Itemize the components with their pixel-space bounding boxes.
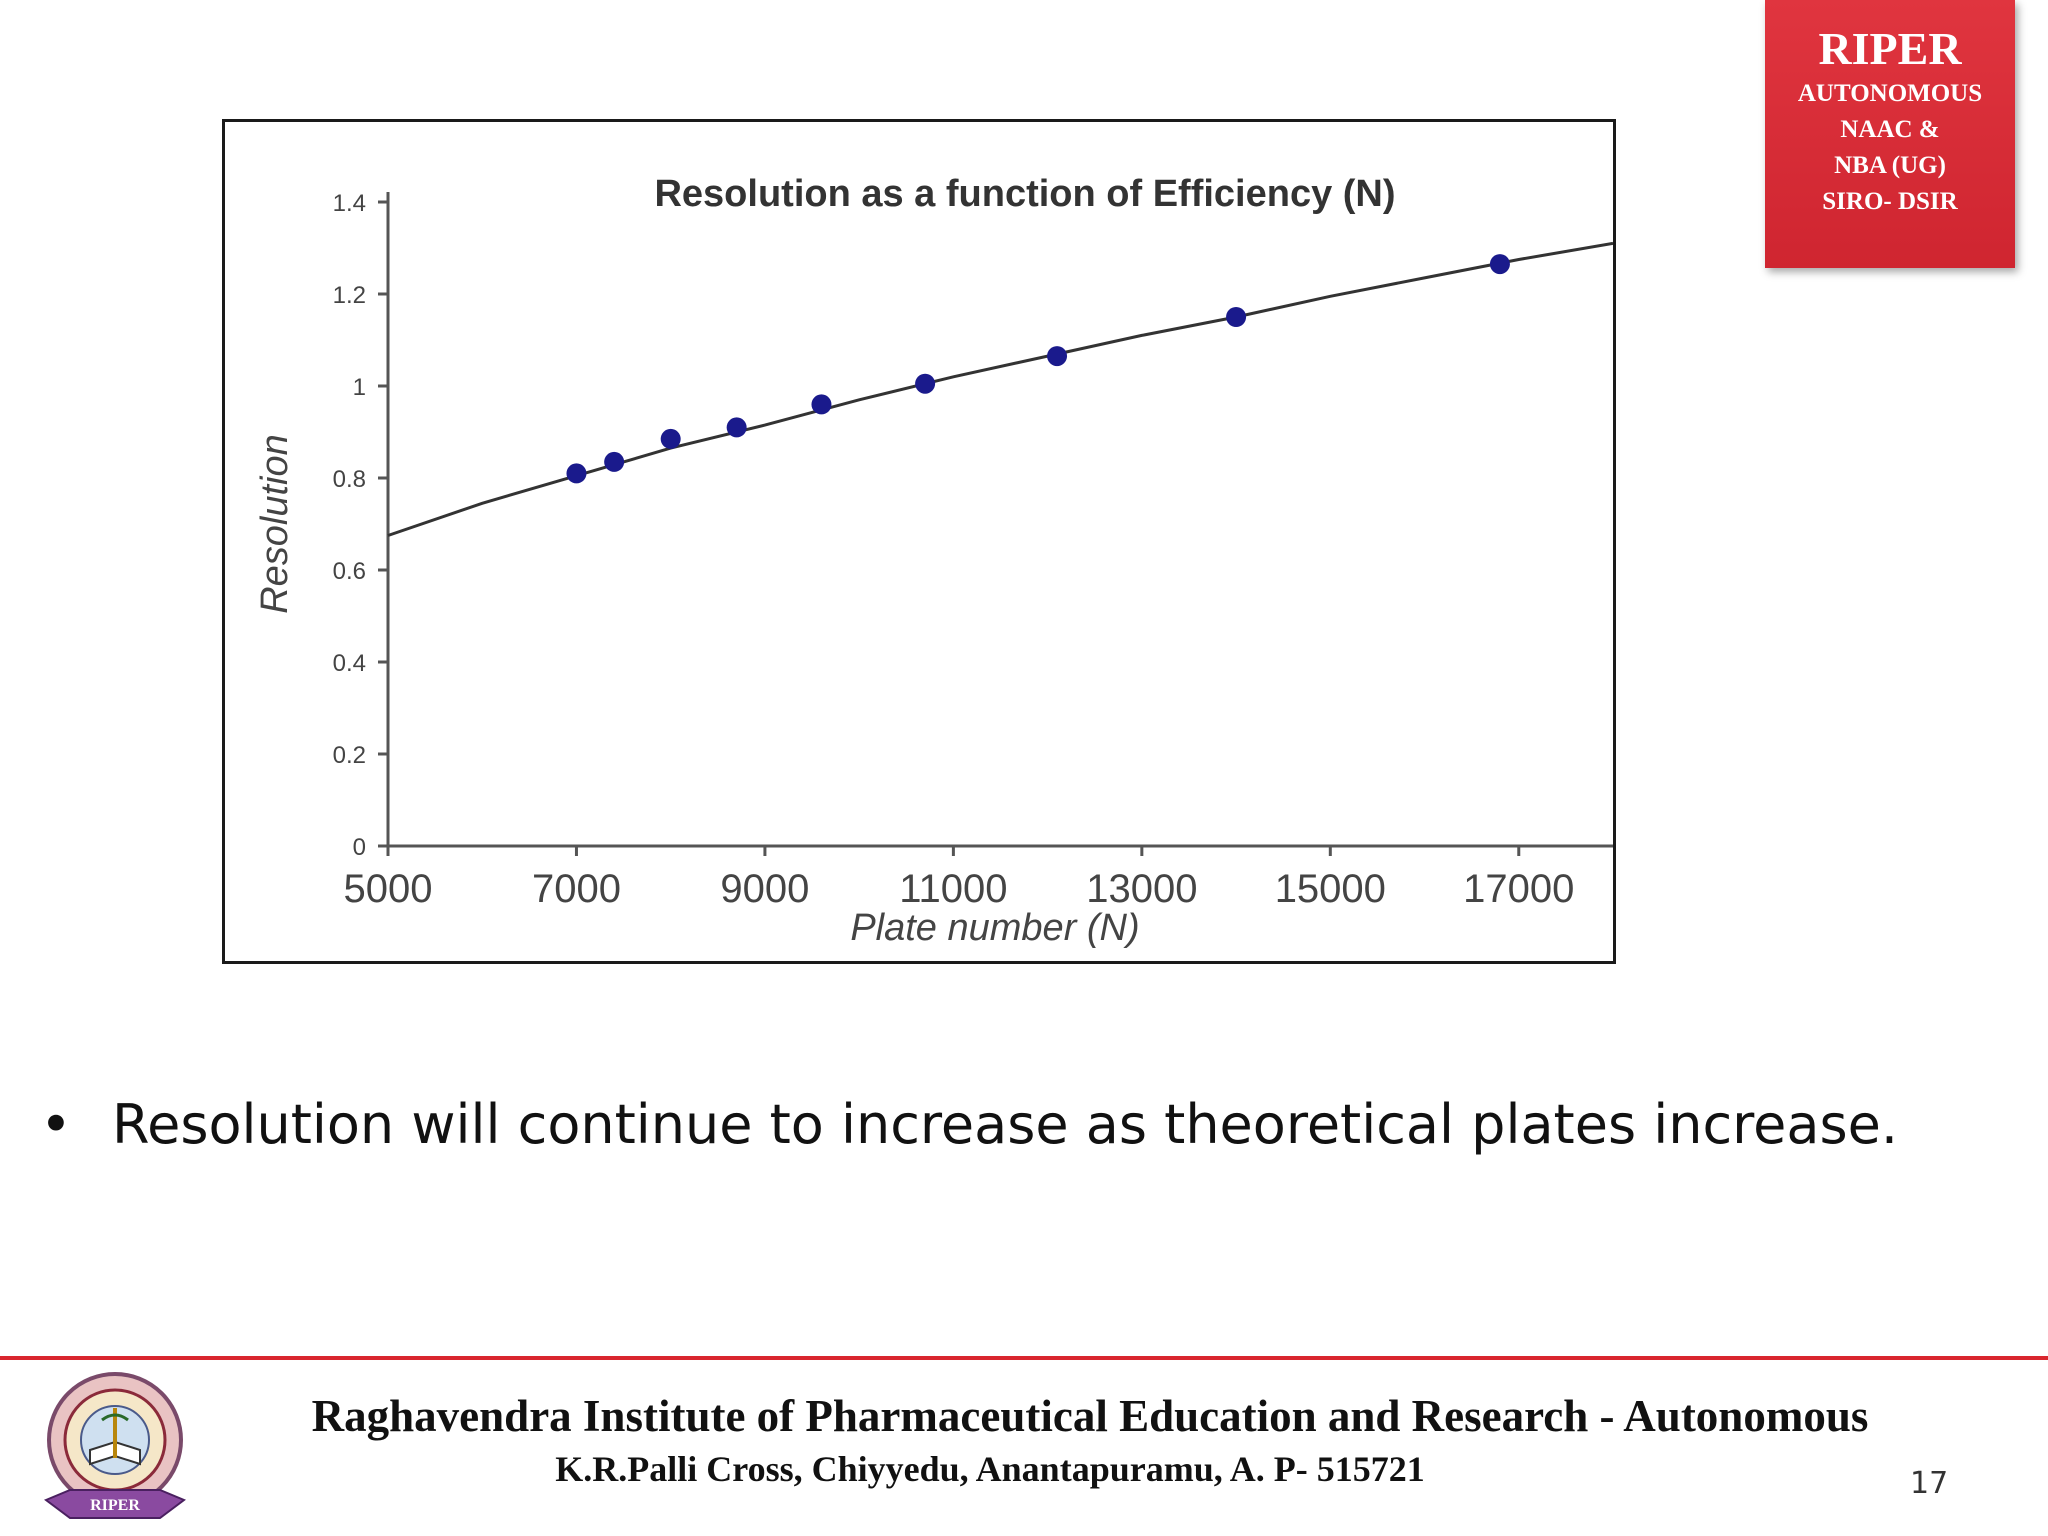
x-tick-label: 9000: [720, 867, 809, 911]
y-tick-label: 1.2: [333, 282, 366, 309]
chart-image-frame: 0 0.2 0.4 0.6 0.8 1 1.2 1.4 5000 7000 9000 11000 13…: [222, 119, 1616, 964]
y-tick-label: 0.4: [333, 650, 366, 677]
y-tick-label: 1.4: [333, 190, 366, 217]
resolution-chart: 0 0.2 0.4 0.6 0.8 1 1.2 1.4 5000 7000 9000 11000 13…: [254, 173, 1613, 949]
data-point: [915, 373, 936, 394]
data-point: [1489, 254, 1510, 275]
y-tick-label: 0.2: [333, 742, 366, 769]
y-tick-label: 1: [353, 374, 366, 401]
data-point: [604, 451, 625, 472]
bullet-point: • Resolution will continue to increase as…: [40, 1085, 2000, 1165]
x-tick-label: 17000: [1463, 867, 1574, 911]
institute-logo-icon: RIPER: [44, 1372, 186, 1519]
data-point: [726, 417, 747, 438]
badge-line-siro: SIRO- DSIR: [1822, 188, 1958, 215]
institute-address: K.R.Palli Cross, Chiyyedu, Anantapuramu,…: [555, 1449, 1425, 1489]
institute-name: Raghavendra Institute of Pharmaceutical …: [311, 1391, 1869, 1441]
footer-divider: [0, 1356, 2048, 1360]
fit-curve: [387, 241, 1613, 537]
logo-banner-text: RIPER: [90, 1497, 140, 1514]
x-tick-label: 13000: [1086, 867, 1197, 911]
badge-line-nba: NBA (UG): [1834, 152, 1946, 179]
x-tick-label: 7000: [532, 867, 621, 911]
x-axis-label: Plate number (N): [850, 907, 1139, 949]
y-tick-label: 0.8: [333, 466, 366, 493]
x-tick-label: 5000: [344, 867, 433, 911]
data-point: [1047, 346, 1068, 367]
x-tick-label: 11000: [899, 867, 1007, 911]
chart-title: Resolution as a function of Efficiency (…: [654, 173, 1395, 215]
data-point: [566, 463, 587, 484]
y-tick-label: 0.6: [333, 558, 366, 585]
data-point: [1226, 307, 1247, 327]
x-axis-ticks: 5000 7000 9000 11000 13000 15000 17000: [344, 846, 1574, 911]
accreditation-badge: RIPER AUTONOMOUS NAAC & NBA (UG) SIRO- D…: [1765, 0, 2015, 268]
bullet-text: Resolution will continue to increase as …: [112, 1093, 1899, 1156]
page-number: 17: [1910, 1466, 1949, 1501]
y-tick-label: 0: [353, 834, 366, 861]
bullet-symbol: •: [40, 1093, 72, 1156]
data-point: [660, 428, 681, 449]
badge-line-naac: NAAC &: [1840, 116, 1940, 143]
data-point: [811, 394, 832, 415]
badge-title: RIPER: [1818, 23, 1962, 74]
badge-line-autonomous: AUTONOMOUS: [1797, 80, 1983, 107]
x-tick-label: 15000: [1275, 867, 1386, 911]
data-points: [566, 254, 1510, 484]
y-axis-ticks: 0 0.2 0.4 0.6 0.8 1 1.2 1.4: [333, 190, 388, 861]
y-axis-label: Resolution: [254, 434, 296, 614]
